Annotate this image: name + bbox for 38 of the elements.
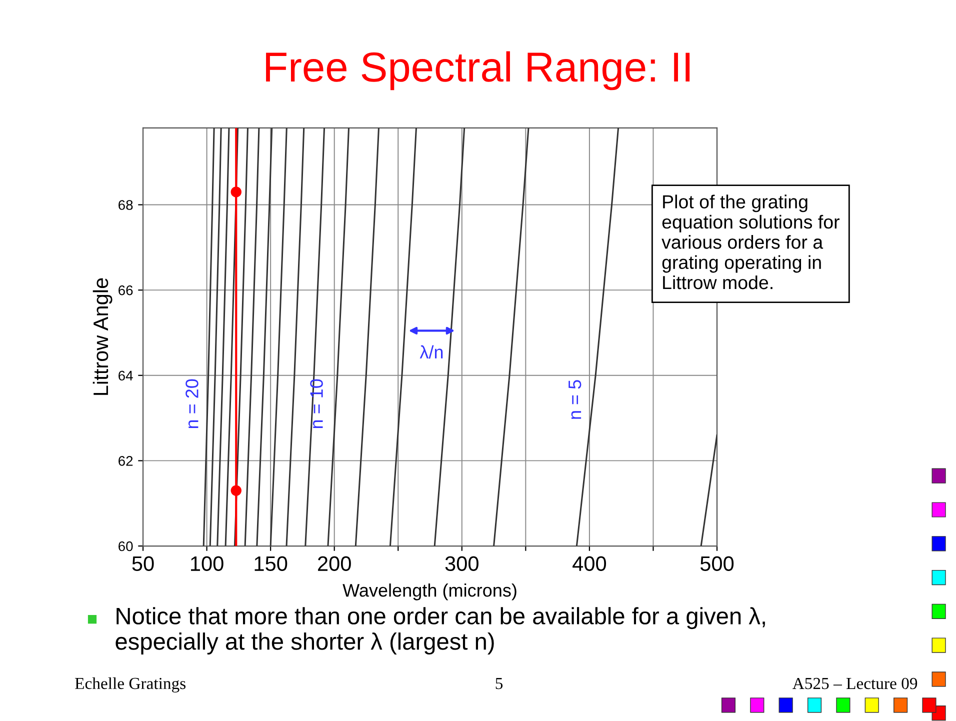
chart-title: Free Spectral Range: II	[266, 51, 690, 90]
annotation: n = 5	[568, 380, 582, 419]
text: A525 – Lecture 09	[792, 678, 918, 690]
x-tick-label: 500	[700, 556, 734, 572]
line-series	[354, 128, 380, 546]
annotation: n = 20	[186, 379, 198, 428]
line-series	[224, 128, 239, 546]
annotation: n = 10	[310, 379, 323, 428]
annotation: λ/n	[420, 345, 443, 359]
y-tick-label: 68	[118, 200, 133, 210]
y-tick-label: 64	[118, 370, 133, 381]
text: Echelle Gratings	[75, 677, 186, 693]
x-tick-label: 400	[572, 556, 606, 572]
x-tick-label: 150	[254, 556, 288, 572]
text: Notice that more than one order can be available for a given λ, especially at the shorter λ (largest n)	[116, 607, 765, 655]
line-series	[304, 128, 326, 546]
x-tick-label: 300	[445, 556, 478, 572]
line-series	[286, 128, 305, 546]
line-series	[270, 128, 288, 546]
y-tick-label: 62	[118, 456, 133, 466]
line-series	[209, 128, 222, 546]
y-axis-title: Littrow Angle	[92, 278, 112, 395]
line-series	[216, 128, 230, 546]
x-tick-label: 50	[132, 556, 154, 572]
line-series	[327, 128, 350, 546]
y-tick-label: 60	[118, 541, 133, 552]
text: 5	[496, 678, 503, 690]
y-tick-label: 66	[118, 285, 133, 296]
x-tick-label: 100	[191, 556, 224, 572]
annotation: Plot of the grating equation solutions for various orders for a grating operating in Littrow mode.	[662, 194, 840, 290]
line-series	[389, 128, 417, 546]
line-series	[202, 128, 215, 546]
line-series	[244, 128, 260, 546]
x-tick-label: 200	[318, 556, 351, 572]
line-series	[234, 128, 248, 546]
x-axis-title: Wavelength (microns)	[342, 583, 516, 600]
line-series	[256, 128, 273, 546]
line-series	[493, 128, 530, 546]
